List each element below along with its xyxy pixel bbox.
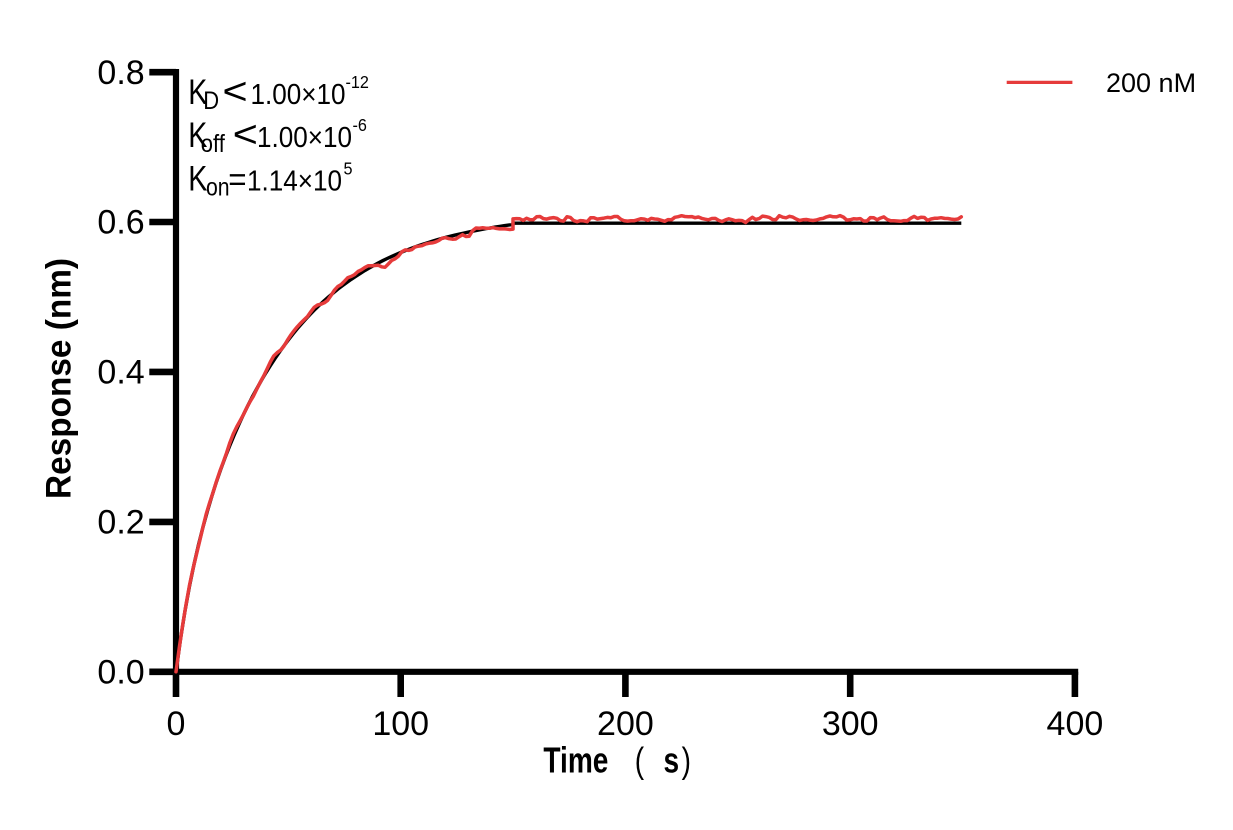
svg-text:200 nM: 200 nM [1106,68,1196,98]
svg-text:off: off [201,130,225,158]
svg-text:K: K [188,159,208,199]
svg-text:K: K [188,115,208,155]
svg-text:-12: -12 [346,72,369,92]
svg-text:(: ( [635,740,645,780]
svg-text:400: 400 [1047,705,1104,743]
svg-text:1.14×10: 1.14×10 [247,164,342,197]
svg-text:D: D [203,87,219,115]
svg-text:Response (nm): Response (nm) [40,258,79,499]
svg-text:-6: -6 [353,115,367,135]
svg-text:): ) [682,740,691,780]
svg-text:s: s [664,740,680,780]
svg-text:0.4: 0.4 [97,354,144,392]
svg-text:K: K [188,72,208,112]
svg-text:1.00×10: 1.00×10 [251,78,346,111]
svg-text:0.2: 0.2 [97,504,144,542]
svg-text:0.0: 0.0 [97,654,144,692]
svg-text:0.6: 0.6 [97,204,144,242]
svg-text:on: on [206,173,230,201]
svg-text:100: 100 [372,705,429,743]
svg-text:1.00×10: 1.00×10 [257,121,352,154]
svg-text:=: = [228,161,246,198]
svg-text:<: < [222,69,247,112]
svg-text:<: < [233,113,258,156]
svg-text:200: 200 [597,705,654,743]
svg-text:0: 0 [167,705,186,743]
svg-text:0.8: 0.8 [97,54,144,92]
svg-text:5: 5 [344,159,353,179]
svg-text:300: 300 [822,705,879,743]
svg-text:Time: Time [543,740,608,780]
